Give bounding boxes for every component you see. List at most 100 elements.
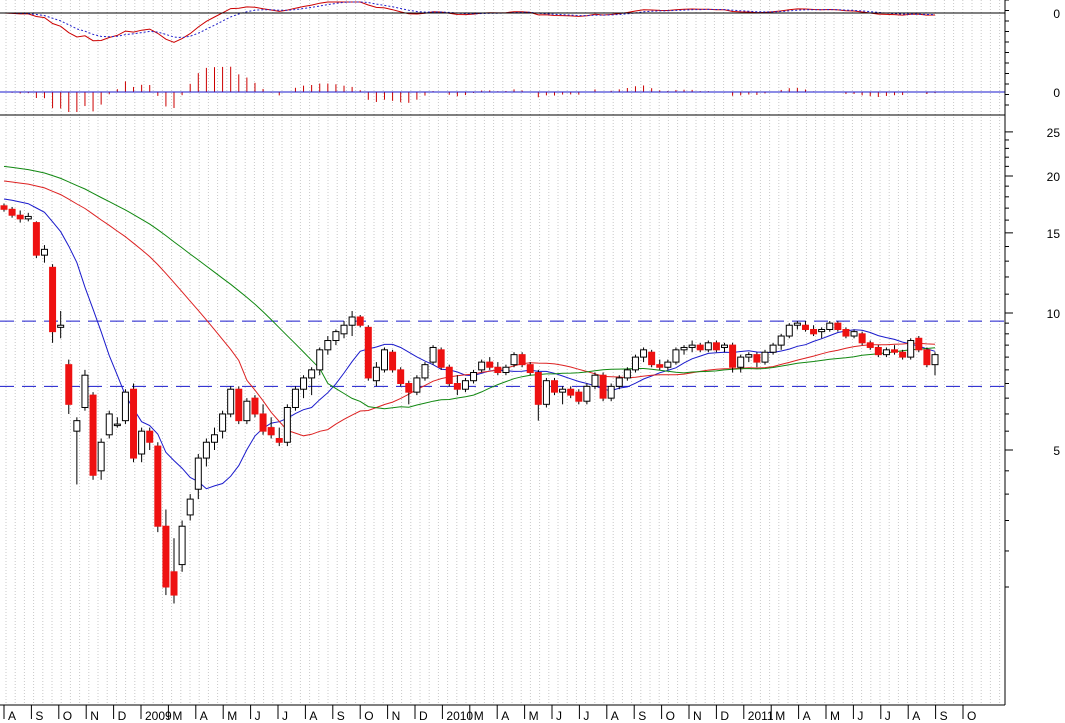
ma-fast-line xyxy=(3,198,936,490)
candle-body xyxy=(316,349,324,371)
candle-body xyxy=(73,420,81,432)
candle-body xyxy=(842,328,850,337)
candle-body xyxy=(146,430,154,443)
candle-body xyxy=(308,369,316,379)
candle-body xyxy=(712,342,720,351)
price-tick-label: 20 xyxy=(1047,170,1061,184)
candle-body xyxy=(648,351,656,366)
candle-body xyxy=(57,324,65,328)
candle-body xyxy=(453,382,461,390)
candle-body xyxy=(97,441,105,472)
month-label: N xyxy=(90,709,99,723)
oscillator-panel xyxy=(0,1,1005,43)
candle-body xyxy=(810,328,818,335)
candle-body xyxy=(826,322,834,330)
price-axis: 25 20 15 10 5 0 0 xyxy=(1005,0,1061,588)
candle-body xyxy=(818,328,826,333)
month-label: 2011 xyxy=(748,709,774,723)
candle-body xyxy=(753,354,761,363)
month-label: D xyxy=(118,709,127,723)
month-label: J xyxy=(857,709,863,723)
candle-body xyxy=(510,354,518,366)
candle-body xyxy=(105,413,113,436)
ma-slow-line xyxy=(3,165,936,410)
month-label: O xyxy=(63,709,72,723)
month-label: J xyxy=(885,709,891,723)
oscillator-signal-line xyxy=(3,1,936,39)
candle-body xyxy=(380,349,388,371)
candle-body xyxy=(777,335,785,346)
month-label: J xyxy=(282,709,288,723)
candle-body xyxy=(599,374,607,399)
candle-body xyxy=(518,354,526,366)
candle-body xyxy=(170,571,178,596)
candle-body xyxy=(8,208,16,216)
candle-body xyxy=(65,364,73,405)
candle-body xyxy=(162,525,170,588)
candle-body xyxy=(259,413,267,432)
month-label: A xyxy=(8,709,16,723)
candle-body xyxy=(923,349,931,366)
candle-body xyxy=(470,372,478,382)
month-label: N xyxy=(693,709,702,723)
candle-body xyxy=(656,364,664,368)
candle-body xyxy=(526,364,534,374)
candle-body xyxy=(372,366,380,382)
candle-body xyxy=(542,380,550,405)
candlesticks xyxy=(0,203,939,604)
candle-body xyxy=(340,324,348,335)
candle-body xyxy=(113,423,121,427)
histogram-panel xyxy=(0,66,1005,112)
candle-body xyxy=(793,322,801,326)
month-axis: A S O N D 2009 M A M J J A S O N D 2010 M A M J J A S O N D 2011 M A M… xyxy=(3,705,976,723)
month-label: J xyxy=(583,709,589,723)
candle-body xyxy=(40,248,48,256)
month-label: D xyxy=(419,709,428,723)
candle-body xyxy=(219,413,227,432)
candle-body xyxy=(672,349,680,363)
month-label: S xyxy=(940,709,948,723)
candle-body xyxy=(397,369,405,384)
candle-body xyxy=(559,388,567,393)
price-tick-label: 10 xyxy=(1047,307,1061,321)
candle-body xyxy=(801,324,809,330)
candle-body xyxy=(704,342,712,351)
month-label: 2010 xyxy=(446,709,473,723)
oscillator-zero-label: 0 xyxy=(1053,7,1060,21)
candle-body xyxy=(478,361,486,371)
candle-body xyxy=(332,331,340,342)
candle-body xyxy=(931,354,939,366)
ma-mid-line xyxy=(3,180,936,437)
candle-body xyxy=(81,374,89,408)
month-label: M xyxy=(172,709,182,723)
candle-body xyxy=(882,349,890,356)
candle-body xyxy=(24,215,32,220)
price-tick-label: 5 xyxy=(1053,444,1060,458)
candle-body xyxy=(16,214,24,220)
candle-body xyxy=(745,354,753,358)
candle-body xyxy=(413,377,421,393)
candle-body xyxy=(243,400,251,422)
candle-body xyxy=(583,385,591,402)
month-label: D xyxy=(720,709,729,723)
candle-body xyxy=(891,349,899,353)
histogram-zero-label: 0 xyxy=(1053,86,1060,100)
month-label: A xyxy=(200,709,208,723)
candle-body xyxy=(121,391,129,422)
candle-body xyxy=(461,380,469,390)
candle-body xyxy=(421,364,429,379)
candle-body xyxy=(389,351,397,371)
month-label: M xyxy=(529,709,539,723)
candle-body xyxy=(858,333,866,344)
month-label: 2009 xyxy=(145,709,172,723)
candle-body xyxy=(737,356,745,368)
candle-body xyxy=(640,349,648,358)
candle-body xyxy=(551,380,559,393)
candle-body xyxy=(591,374,599,387)
candle-body xyxy=(494,366,502,374)
candle-body xyxy=(251,397,259,415)
candle-body xyxy=(761,351,769,363)
candle-body xyxy=(907,340,915,358)
month-label: O xyxy=(666,709,675,723)
